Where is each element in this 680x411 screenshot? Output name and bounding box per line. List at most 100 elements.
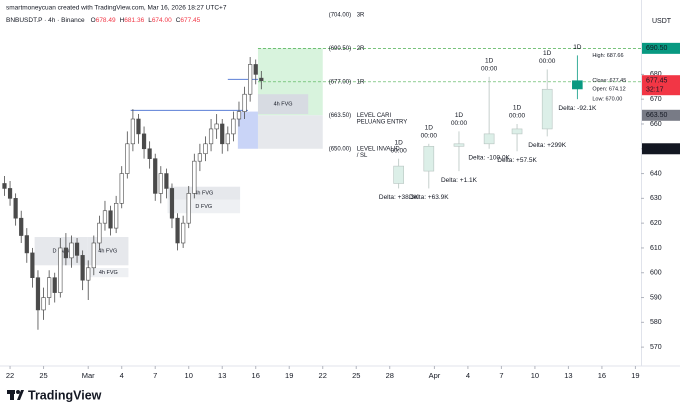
projection-period: 1D (573, 44, 582, 51)
candle-body (153, 158, 158, 194)
x-tick-label: Mar (82, 371, 95, 380)
projection-delta: Delta: +38.3K (379, 194, 419, 201)
x-tick-label: 28 (386, 371, 394, 380)
y-tick-label: 600 (650, 270, 662, 277)
x-tick-label: 10 (531, 371, 539, 380)
x-tick-label: 4 (120, 371, 124, 380)
candle-body (108, 210, 113, 229)
candle-body (47, 277, 52, 298)
logo-part (10, 394, 14, 400)
projection-period: 1D (455, 112, 464, 119)
price-label: 690.50 (646, 45, 668, 52)
x-tick-label: 7 (153, 371, 157, 380)
currency: USDT (652, 18, 672, 25)
candle-body (164, 173, 169, 189)
symbol-line: BNBUSDT.P · 4h · Binance O678.49 H681.36 L6… (6, 17, 201, 24)
projection-body (393, 165, 404, 184)
y-tick-label: 680 (650, 71, 662, 78)
ohlc-value: 677.45 (180, 17, 200, 24)
level-tag: 3R (357, 12, 365, 18)
projection-body (541, 88, 553, 130)
x-tick-label: 25 (352, 371, 360, 380)
candle-body (220, 123, 225, 145)
zone-label: 4h FVG (194, 191, 213, 197)
candle-body (35, 277, 41, 311)
candle-body (114, 203, 119, 229)
projection-period: 1D (425, 125, 434, 132)
projection-period: 1D (395, 139, 404, 146)
brand: TradingView (28, 388, 102, 402)
projection-delta: Delta: -100.0K (468, 154, 510, 161)
x-tick-label: 13 (218, 371, 226, 380)
zone-label: 4h FVG (274, 102, 293, 108)
projection-time: 00:00 (391, 147, 408, 154)
level-tag: / SL (357, 153, 368, 159)
projection-period: 1D (543, 50, 552, 57)
candle-body (69, 242, 74, 259)
ohlc-value: 678.49 (96, 17, 116, 24)
y-tick-label: 630 (650, 195, 662, 202)
level-tag: 2R (357, 46, 365, 52)
price-label: 650.00 (646, 146, 668, 153)
candle-body (242, 93, 247, 112)
x-tick-label: 10 (185, 371, 193, 380)
projection-period: 1D (485, 58, 494, 65)
logo-part (17, 390, 24, 400)
ohlc-key: O (91, 17, 96, 24)
candle-body (175, 217, 180, 244)
candle-body (169, 188, 175, 219)
projection-info: Close: 677.45 (592, 78, 626, 84)
projection-body (423, 145, 435, 172)
candle-body (181, 222, 186, 244)
candle-body (141, 133, 147, 150)
candle-body (63, 247, 68, 259)
candle-body (2, 183, 7, 189)
projection-time: 00:00 (481, 66, 498, 73)
projection-body (572, 80, 583, 90)
x-tick-label: 22 (6, 371, 14, 380)
candle-body (130, 118, 135, 145)
projection-info: High: 687.66 (592, 53, 623, 59)
candle-body (19, 217, 24, 236)
projection-body (453, 143, 465, 147)
x-tick-label: 7 (499, 371, 503, 380)
x-tick-label: 16 (598, 371, 606, 380)
projection-period: 1D (513, 105, 522, 112)
ohlc-key: L (148, 17, 152, 24)
x-tick-label: 4 (466, 371, 470, 380)
projection-body (511, 128, 523, 135)
candle-body (236, 111, 242, 120)
level-price: (663.50) (329, 113, 351, 119)
projection-delta: Delta: +57.5K (497, 157, 537, 164)
projection-delta: Delta: -92.1K (558, 105, 597, 112)
candle-body (136, 118, 141, 135)
price-countdown: 32:17 (646, 87, 664, 94)
candle-body (41, 297, 46, 311)
candle-body (102, 210, 108, 224)
logo-part (16, 390, 20, 394)
candle-body (97, 222, 102, 244)
candle-body (86, 267, 91, 281)
x-tick-label: 16 (252, 371, 260, 380)
projection-delta: Delta: +1.1K (441, 177, 478, 184)
x-tick-label: 25 (39, 371, 47, 380)
symbol: BNBUSDT.P · 4h · Binance (6, 17, 85, 24)
zone (237, 111, 258, 149)
candle-body (214, 123, 219, 130)
price-label: 677.45 (646, 78, 668, 85)
candle-body (119, 173, 124, 204)
ohlc-value: 681.36 (124, 17, 144, 24)
price-label-box (642, 42, 680, 54)
candle-body (147, 148, 152, 159)
projection-info: Open: 674.12 (592, 86, 625, 92)
candle-body (248, 64, 253, 95)
y-tick-label: 670 (650, 96, 662, 103)
candle-body (208, 128, 214, 145)
candle-body (74, 242, 80, 256)
y-tick-label: 590 (650, 294, 662, 301)
candle-body (225, 133, 230, 145)
candle-body (24, 235, 29, 254)
logo-part (7, 390, 15, 394)
